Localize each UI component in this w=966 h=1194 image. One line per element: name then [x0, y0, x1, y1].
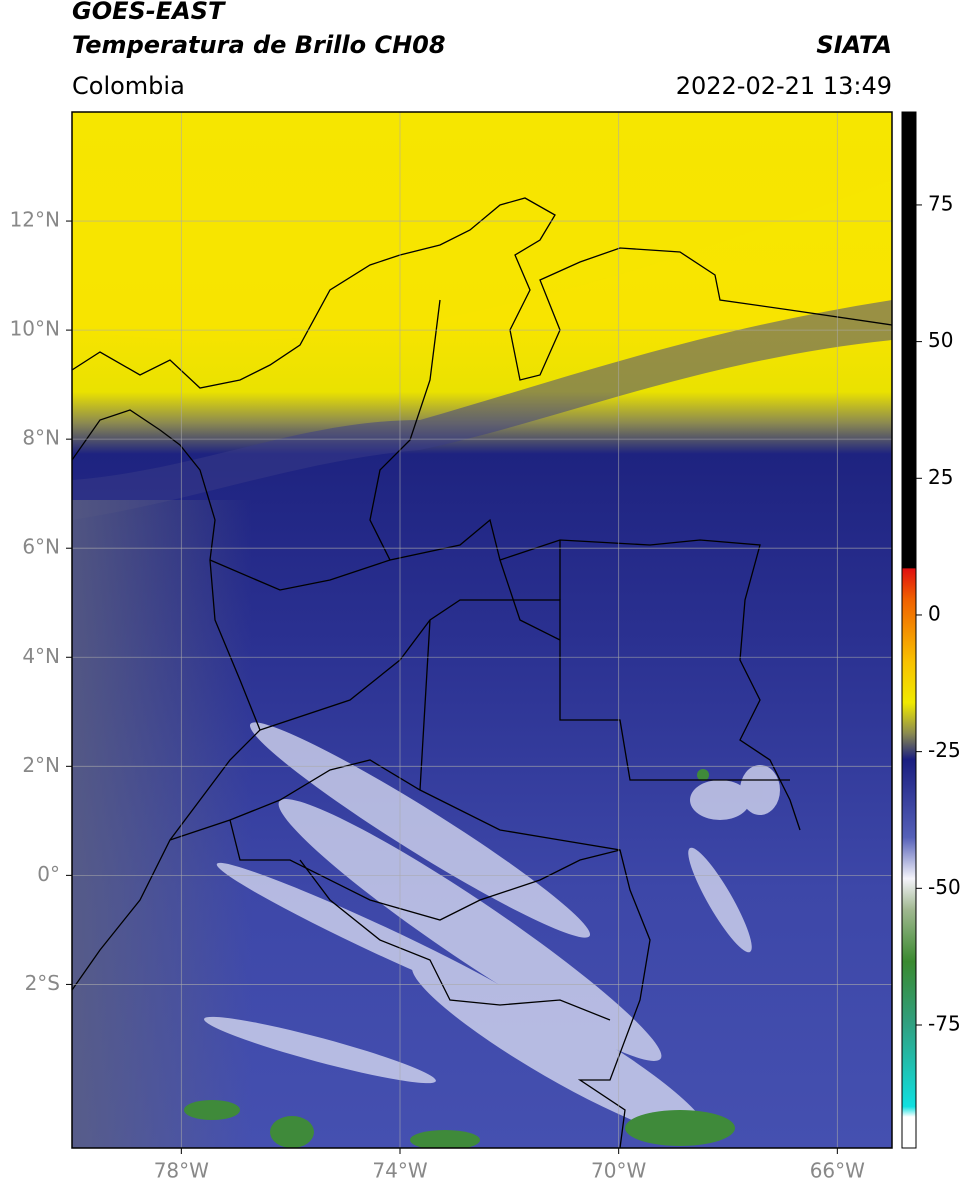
colorbar-label: 75 — [928, 191, 953, 215]
colorbar-label: 25 — [928, 465, 953, 489]
map-frame — [71, 111, 893, 1149]
colorbar — [901, 111, 917, 1149]
region: Colombia — [72, 72, 185, 100]
x-tick-label: 70°W — [591, 1159, 646, 1183]
y-tick-label: 10°N — [10, 317, 60, 341]
y-tick-label: 6°N — [22, 535, 60, 559]
y-tick-label: 8°N — [22, 426, 60, 450]
x-tick-label: 78°W — [154, 1159, 209, 1183]
y-tick-label: 2°S — [25, 971, 60, 995]
colorbar-label: 50 — [928, 328, 953, 352]
x-tick-label: 66°W — [810, 1159, 865, 1183]
y-tick-label: 12°N — [10, 208, 60, 232]
y-tick-label: 4°N — [22, 644, 60, 668]
subtitle: Temperatura de Brillo CH08 — [72, 31, 446, 59]
y-tick-label: 2°N — [22, 753, 60, 777]
y-tick-label: 0° — [37, 862, 60, 886]
title: GOES-EAST — [72, 0, 226, 25]
x-tick-label: 74°W — [372, 1159, 427, 1183]
graticule — [72, 112, 892, 1148]
source: SIATA — [816, 31, 892, 59]
colorbar-label: -75 — [928, 1011, 961, 1035]
colorbar-label: -50 — [928, 875, 961, 899]
satellite-image — [72, 112, 892, 1148]
borders — [72, 197, 892, 1148]
colorbar-label: 0 — [928, 601, 941, 625]
datetime: 2022-02-21 13:49 — [676, 72, 892, 100]
colorbar-label: -25 — [928, 738, 961, 762]
